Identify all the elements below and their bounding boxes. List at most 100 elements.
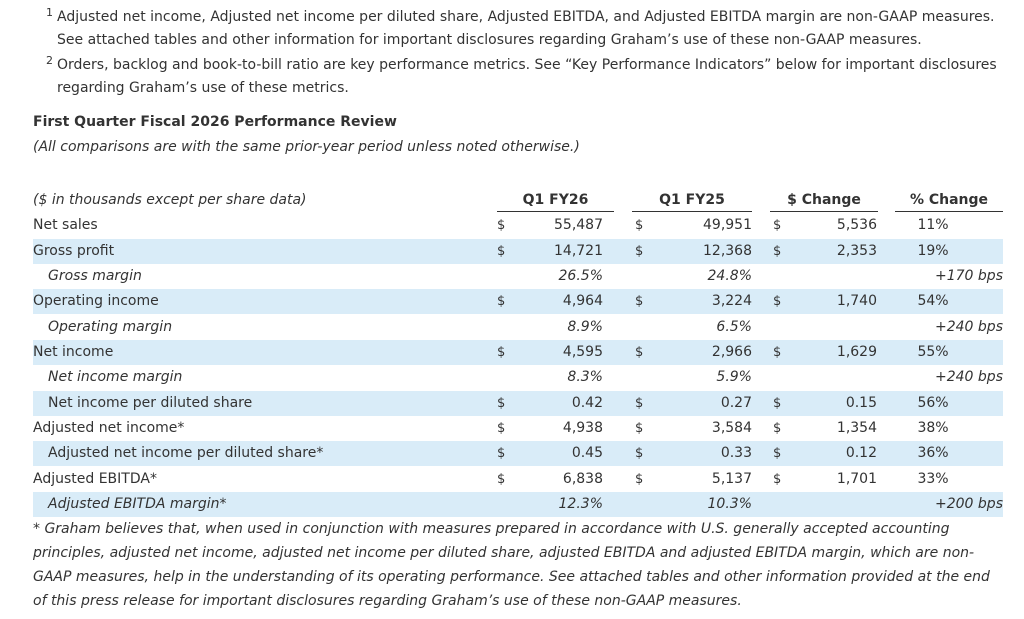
q1-fy25-value: 24.8% xyxy=(707,268,752,284)
q1-fy26-value: 55,487 xyxy=(554,217,603,233)
currency-symbol: $ xyxy=(497,345,506,360)
currency-symbol: $ xyxy=(635,218,644,233)
dollar-change-value: 0.12 xyxy=(845,445,877,461)
percent-change-value: 19% xyxy=(917,243,949,259)
table-header-label: ($ in thousands except per share data) xyxy=(33,192,307,208)
dollar-change-value: 1,701 xyxy=(836,471,877,487)
q1-fy26-value: 4,595 xyxy=(562,344,603,360)
table-row: Net sales $55,487 $49,951 $5,536 11% xyxy=(33,213,1003,238)
q1-fy26-value: 14,721 xyxy=(554,243,603,259)
percent-change-value: +240 bps xyxy=(935,319,1003,335)
percent-change-value: 55% xyxy=(917,344,949,360)
footnote-text: Adjusted net income, Adjusted net income… xyxy=(57,9,995,48)
currency-symbol: $ xyxy=(497,396,506,411)
row-label: Adjusted net income per diluted share* xyxy=(48,445,324,461)
q1-fy25-value: 10.3% xyxy=(707,496,752,512)
q1-fy25-value: 5,137 xyxy=(711,471,752,487)
table-row: Net income per diluted share $0.42 $0.27 $0… xyxy=(33,391,1003,416)
currency-symbol: $ xyxy=(635,421,644,436)
q1-fy26-value: 6,838 xyxy=(562,471,603,487)
currency-symbol: $ xyxy=(773,218,782,233)
currency-symbol: $ xyxy=(773,244,782,259)
currency-symbol: $ xyxy=(497,472,506,487)
currency-symbol: $ xyxy=(497,218,506,233)
column-header-q1-fy25: Q1 FY25 xyxy=(632,188,752,212)
currency-symbol: $ xyxy=(635,244,644,259)
percent-change-value: +170 bps xyxy=(935,268,1003,284)
row-label: Net income xyxy=(33,344,114,360)
currency-symbol: $ xyxy=(497,294,506,309)
q1-fy25-value: 12,368 xyxy=(703,243,752,259)
row-label: Operating income xyxy=(33,293,159,309)
percent-change-value: 38% xyxy=(917,420,949,436)
footnote-2: 2 Orders, backlog and book-to-bill ratio… xyxy=(46,54,1006,100)
q1-fy25-value: 49,951 xyxy=(703,217,752,233)
footnote-1: 1 Adjusted net income, Adjusted net inco… xyxy=(46,6,1006,52)
dollar-change-value: 2,353 xyxy=(836,243,877,259)
row-label: Gross margin xyxy=(48,268,142,284)
row-label: Gross profit xyxy=(33,243,115,259)
table-row: Operating income $4,964 $3,224 $1,740 54% xyxy=(33,289,1003,314)
percent-change-value: 11% xyxy=(917,217,949,233)
currency-symbol: $ xyxy=(635,345,644,360)
q1-fy25-value: 3,224 xyxy=(711,293,752,309)
dollar-change-value: 0.15 xyxy=(845,395,877,411)
table-row: Adjusted net income* $4,938 $3,584 $1,354 38… xyxy=(33,416,1003,441)
row-label: Adjusted net income* xyxy=(33,420,185,436)
non-gaap-note: * Graham believes that, when used in con… xyxy=(33,521,990,609)
percent-change-value: +240 bps xyxy=(935,369,1003,385)
currency-symbol: $ xyxy=(497,446,506,461)
currency-symbol: $ xyxy=(773,421,782,436)
currency-symbol: $ xyxy=(497,244,506,259)
q1-fy26-value: 4,964 xyxy=(562,293,603,309)
q1-fy25-value: 2,966 xyxy=(711,344,752,360)
row-label: Operating margin xyxy=(48,319,173,335)
currency-symbol: $ xyxy=(773,345,782,360)
currency-symbol: $ xyxy=(773,294,782,309)
table-row: Net income $4,595 $2,966 $1,629 55% xyxy=(33,340,1003,365)
q1-fy26-value: 8.3% xyxy=(567,369,603,385)
currency-symbol: $ xyxy=(635,472,644,487)
table-row: Gross profit $14,721 $12,368 $2,353 19% xyxy=(33,239,1003,264)
percent-change-value: 56% xyxy=(917,395,949,411)
footnote-marker: 1 xyxy=(46,6,53,19)
column-header-dollar-change: $ Change xyxy=(770,188,878,212)
q1-fy25-value: 0.33 xyxy=(720,445,752,461)
column-header-q1-fy26: Q1 FY26 xyxy=(497,188,614,212)
percent-change-value: 36% xyxy=(917,445,949,461)
q1-fy25-value: 0.27 xyxy=(720,395,752,411)
dollar-change-value: 1,629 xyxy=(836,344,877,360)
row-label: Net income per diluted share xyxy=(48,395,253,411)
q1-fy26-value: 26.5% xyxy=(558,268,603,284)
q1-fy26-value: 0.42 xyxy=(571,395,603,411)
row-label: Adjusted EBITDA* xyxy=(33,471,157,487)
table-row: Adjusted EBITDA margin* 12.3% 10.3% +200 bp… xyxy=(33,492,1003,517)
currency-symbol: $ xyxy=(497,421,506,436)
q1-fy26-value: 4,938 xyxy=(562,420,603,436)
footnote-marker: 2 xyxy=(46,54,53,67)
percent-change-value: 54% xyxy=(917,293,949,309)
table-row: Adjusted EBITDA* $6,838 $5,137 $1,701 33% xyxy=(33,467,1003,492)
currency-symbol: $ xyxy=(773,446,782,461)
footnote-text: Orders, backlog and book-to-bill ratio a… xyxy=(57,57,997,96)
table-row: Gross margin 26.5% 24.8% +170 bps xyxy=(33,264,1003,289)
percent-change-value: 33% xyxy=(917,471,949,487)
currency-symbol: $ xyxy=(635,396,644,411)
dollar-change-value: 1,354 xyxy=(836,420,877,436)
currency-symbol: $ xyxy=(635,294,644,309)
q1-fy25-value: 5.9% xyxy=(716,369,752,385)
section-title: First Quarter Fiscal 2026 Performance Re… xyxy=(33,114,397,130)
row-label: Net sales xyxy=(33,217,98,233)
table-row: Adjusted net income per diluted share* $0… xyxy=(33,441,1003,466)
column-header-percent-change: % Change xyxy=(895,188,1003,212)
q1-fy26-value: 12.3% xyxy=(558,496,603,512)
dollar-change-value: 5,536 xyxy=(836,217,877,233)
section-subtitle: (All comparisons are with the same prior… xyxy=(33,139,580,155)
row-label: Net income margin xyxy=(48,369,183,385)
currency-symbol: $ xyxy=(773,472,782,487)
currency-symbol: $ xyxy=(635,446,644,461)
currency-symbol: $ xyxy=(773,396,782,411)
q1-fy26-value: 0.45 xyxy=(571,445,603,461)
q1-fy25-value: 3,584 xyxy=(711,420,752,436)
percent-change-value: +200 bps xyxy=(935,496,1003,512)
